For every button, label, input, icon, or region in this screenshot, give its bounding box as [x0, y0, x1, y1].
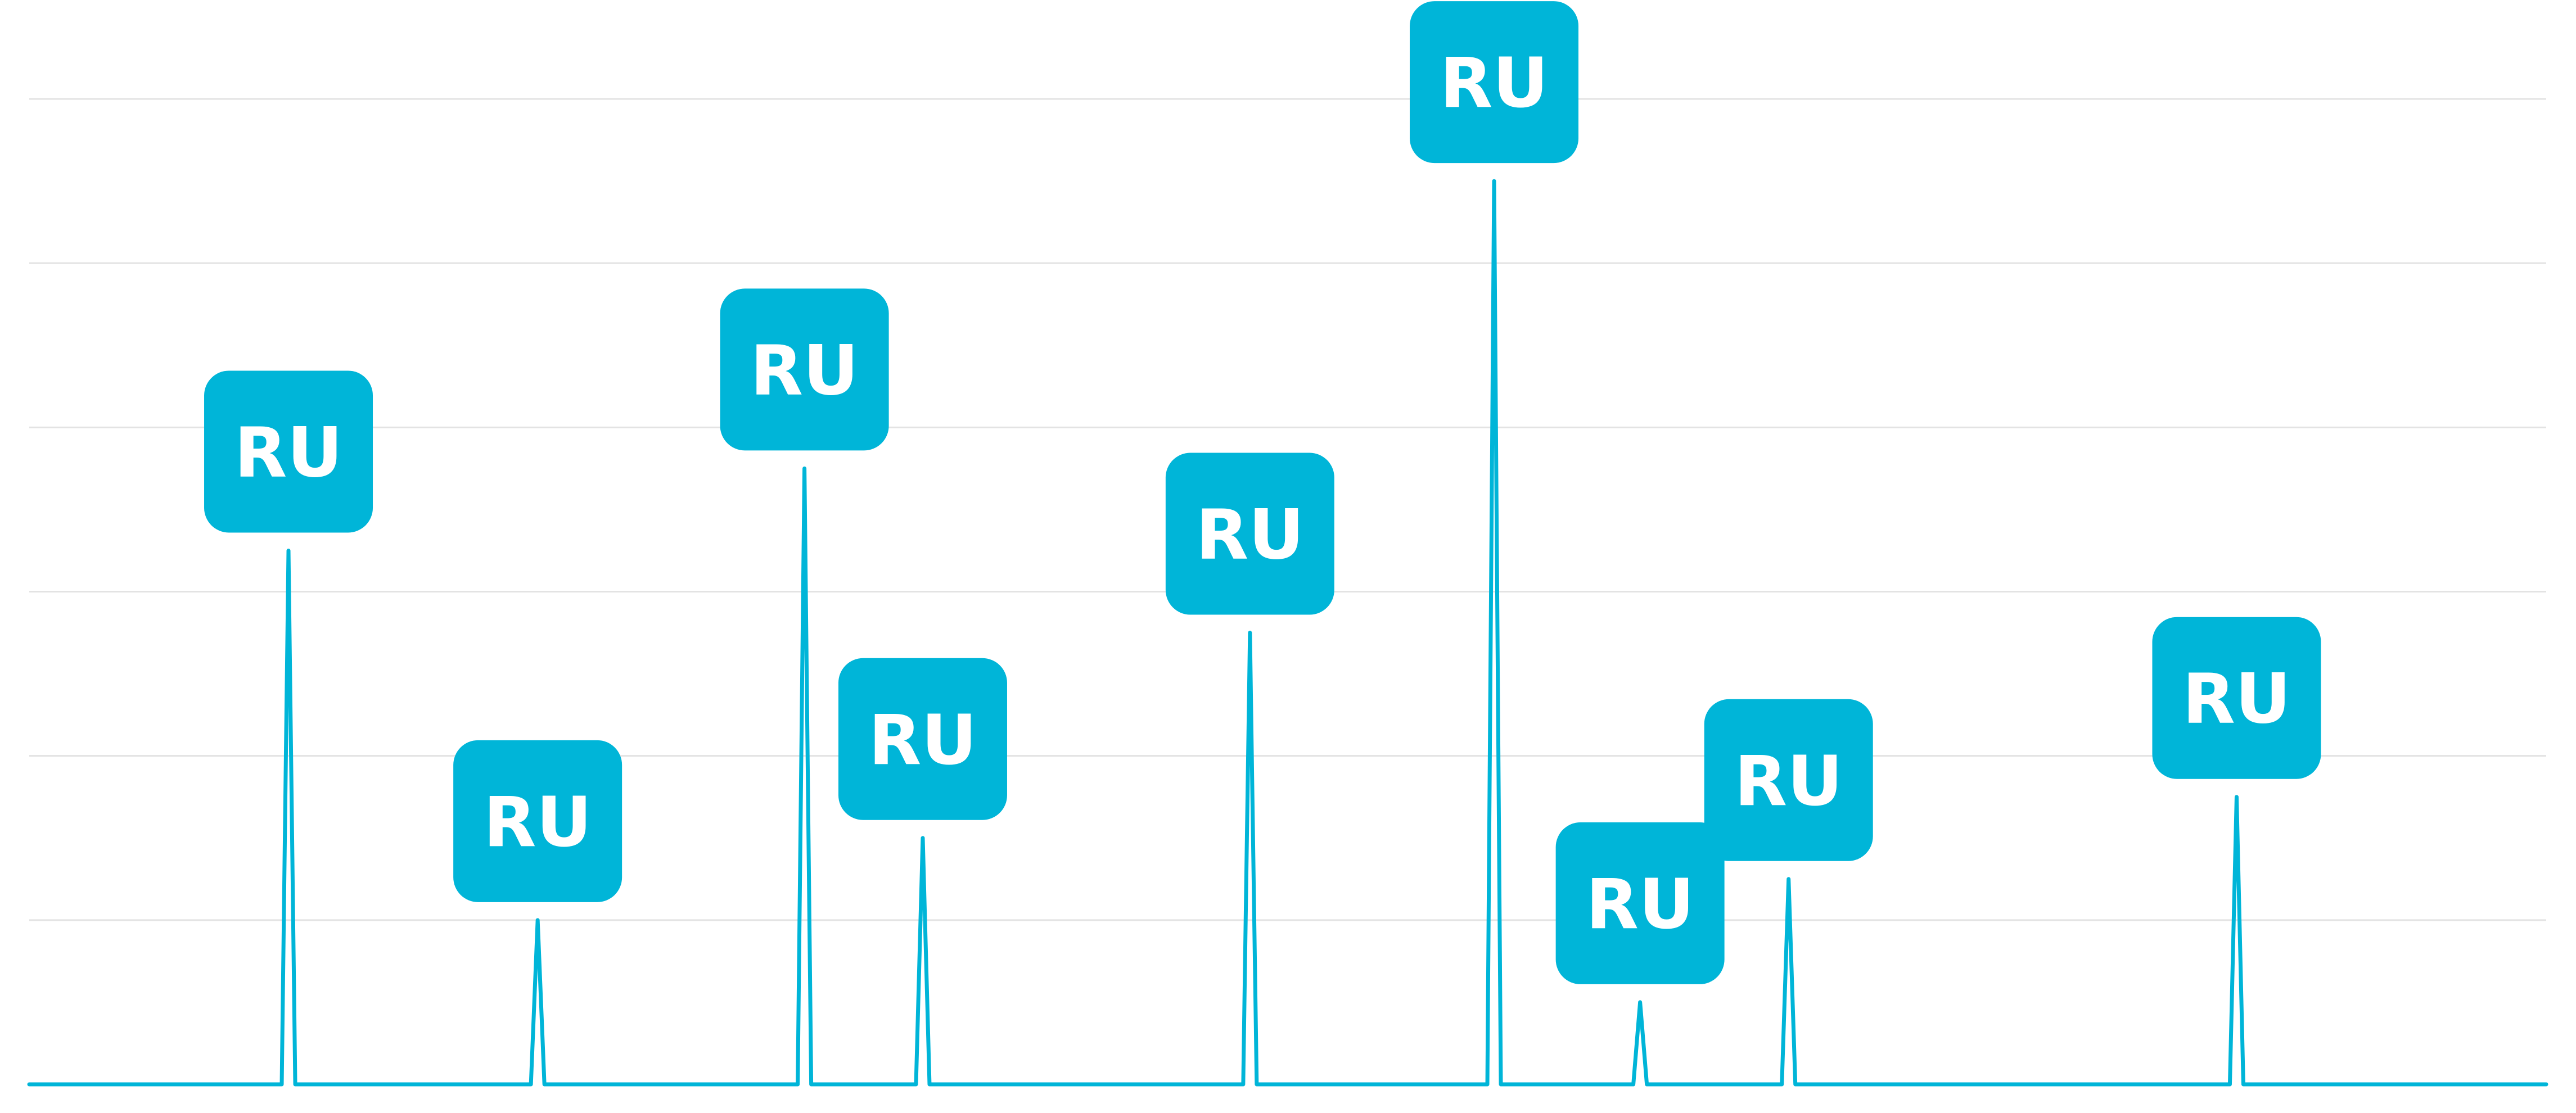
- label-text: RU: [750, 331, 859, 410]
- spike-label-2: RU: [453, 740, 622, 902]
- label-badge: [2152, 617, 2321, 779]
- spike-label-5: RU: [1165, 453, 1334, 615]
- series-layer: [27, 179, 2548, 1087]
- label-text: RU: [234, 413, 343, 492]
- label-text: RU: [484, 782, 592, 862]
- label-text: RU: [1586, 865, 1694, 944]
- label-text: RU: [1734, 741, 1843, 821]
- spike-label-9: RU: [2152, 617, 2321, 779]
- label-text: RU: [1195, 495, 1304, 575]
- spike-label-1: RU: [204, 370, 373, 533]
- label-text: RU: [1440, 43, 1549, 123]
- spike-label-8: RU: [1704, 699, 1873, 861]
- label-badge: [1410, 1, 1579, 164]
- label-badge: [1555, 822, 1725, 984]
- label-badge: [720, 288, 889, 451]
- spike-label-6: RU: [1410, 1, 1579, 164]
- series-line: [27, 179, 2548, 1087]
- label-badge: [453, 740, 622, 902]
- spike-label-3: RU: [720, 288, 889, 451]
- badge-layer: RU RU RU RU RU RU RU RU RU: [204, 1, 2321, 984]
- label-badge: [204, 370, 373, 533]
- label-badge: [1165, 453, 1334, 615]
- label-text: RU: [2182, 659, 2291, 739]
- spike-label-7: RU: [1555, 822, 1725, 984]
- spike-label-4: RU: [838, 658, 1007, 820]
- label-badge: [1704, 699, 1873, 861]
- label-badge: [838, 658, 1007, 820]
- label-text: RU: [868, 700, 977, 780]
